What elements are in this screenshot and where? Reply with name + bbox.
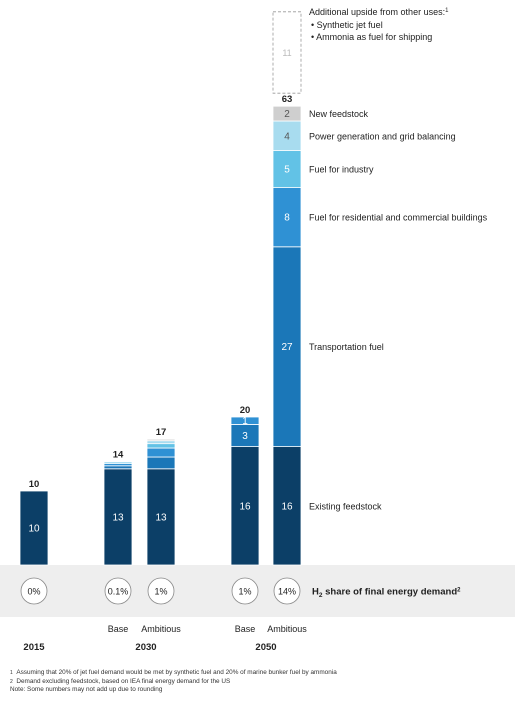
share-circle-2-1 — [273, 577, 301, 605]
share-value-2-1: 14% — [278, 587, 296, 597]
bar-segment-1-0-1 — [103, 465, 133, 470]
share-circle-0-0 — [20, 577, 48, 605]
year-label-2050: 2050 — [255, 642, 276, 653]
share-value-0-0: 0% — [27, 587, 40, 597]
share-circle-1-1 — [147, 577, 175, 605]
bar-segment-1-1-4 — [146, 440, 176, 445]
segment-label-1-1-0: 13 — [155, 512, 167, 523]
upside-title-sup: 1 — [445, 8, 449, 14]
bar-segment-2-0-0 — [230, 446, 260, 566]
legend-label-5: New feedstock — [309, 109, 369, 119]
bar-segment-1-1-0 — [146, 468, 176, 566]
legend-label-0: Existing feedstock — [309, 501, 382, 511]
bar-segment-1-0-4 — [103, 460, 133, 463]
segment-label-2-1-2: 8 — [284, 213, 290, 224]
segment-label-2-1-3: 5 — [284, 165, 290, 176]
share-label-sub: 2 — [319, 592, 323, 599]
bar-total-0-0: 10 — [29, 479, 40, 490]
share-circle-1-0 — [104, 577, 132, 605]
segment-label-2-0-2: 1 — [242, 416, 248, 427]
bar-segment-0-0-0 — [19, 490, 49, 566]
bar-label-2-1: Ambitious — [267, 624, 307, 634]
bar-label-1-0: Base — [108, 624, 129, 634]
share-circle-2-0 — [231, 577, 259, 605]
segment-label-2-1-0: 16 — [281, 501, 293, 512]
share-label: H2 share of final energy demand2 — [312, 587, 461, 600]
share-value-1-0: 0.1% — [108, 587, 129, 597]
legend-label-3: Fuel for industry — [309, 165, 374, 175]
upside-item-0: • Synthetic jet fuel — [311, 20, 383, 30]
legend-label-1: Transportation fuel — [309, 342, 384, 352]
segment-label-2-1-1: 27 — [281, 342, 293, 353]
footnote-1: 1 Assuming that 20% of jet fuel demand w… — [10, 669, 337, 676]
bar-segment-1-1-3 — [146, 443, 176, 449]
upside-value: 11 — [282, 48, 291, 58]
legend-label-2: Fuel for residential and commercial buil… — [309, 213, 488, 223]
bar-segment-1-1-5 — [146, 438, 176, 442]
segment-label-1-0-0: 13 — [112, 512, 124, 523]
share-label-rest: share of final energy demand — [323, 587, 458, 598]
bar-total-2-0: 20 — [240, 405, 251, 416]
bar-total-2-1: 63 — [282, 94, 293, 105]
footnote-2: 2 Demand excluding feedstock, based on I… — [10, 677, 231, 685]
bar-label-2-0: Base — [235, 624, 256, 634]
segment-label-2-1-5: 2 — [284, 109, 290, 120]
bar-segment-1-1-1 — [146, 456, 176, 470]
year-label-2030: 2030 — [135, 642, 156, 653]
upside-item-1: • Ammonia as fuel for shipping — [311, 32, 432, 42]
bar-total-1-1: 17 — [156, 427, 167, 438]
year-label-2015: 2015 — [23, 642, 45, 653]
bar-label-1-1: Ambitious — [141, 624, 181, 634]
stacked-bar-chart: 10100%20151314Base0.1%1317Ambitious1%203… — [0, 7, 515, 653]
bar-total-1-0: 14 — [113, 449, 124, 460]
segment-label-2-1-4: 4 — [284, 131, 290, 142]
share-value-1-1: 1% — [154, 587, 167, 597]
segment-label-2-0-1: 3 — [242, 431, 248, 442]
footnote-note: Note: Some numbers may not add up due to… — [10, 686, 163, 694]
share-label-sup: 2 — [457, 588, 461, 594]
bar-segment-2-1-0 — [272, 446, 302, 566]
segment-label-0-0-0: 10 — [28, 524, 40, 535]
bar-segment-1-1-2 — [146, 447, 176, 458]
bar-segment-2-1-5 — [272, 105, 302, 122]
footnotes: 1 Assuming that 20% of jet fuel demand w… — [10, 669, 515, 695]
share-value-2-0: 1% — [238, 587, 251, 597]
segment-label-2-0-0: 16 — [239, 501, 251, 512]
upside-title: Additional upside from other uses:1 — [309, 7, 449, 17]
bar-segment-2-0-2 — [230, 416, 260, 425]
legend-label-4: Power generation and grid balancing — [309, 131, 456, 141]
